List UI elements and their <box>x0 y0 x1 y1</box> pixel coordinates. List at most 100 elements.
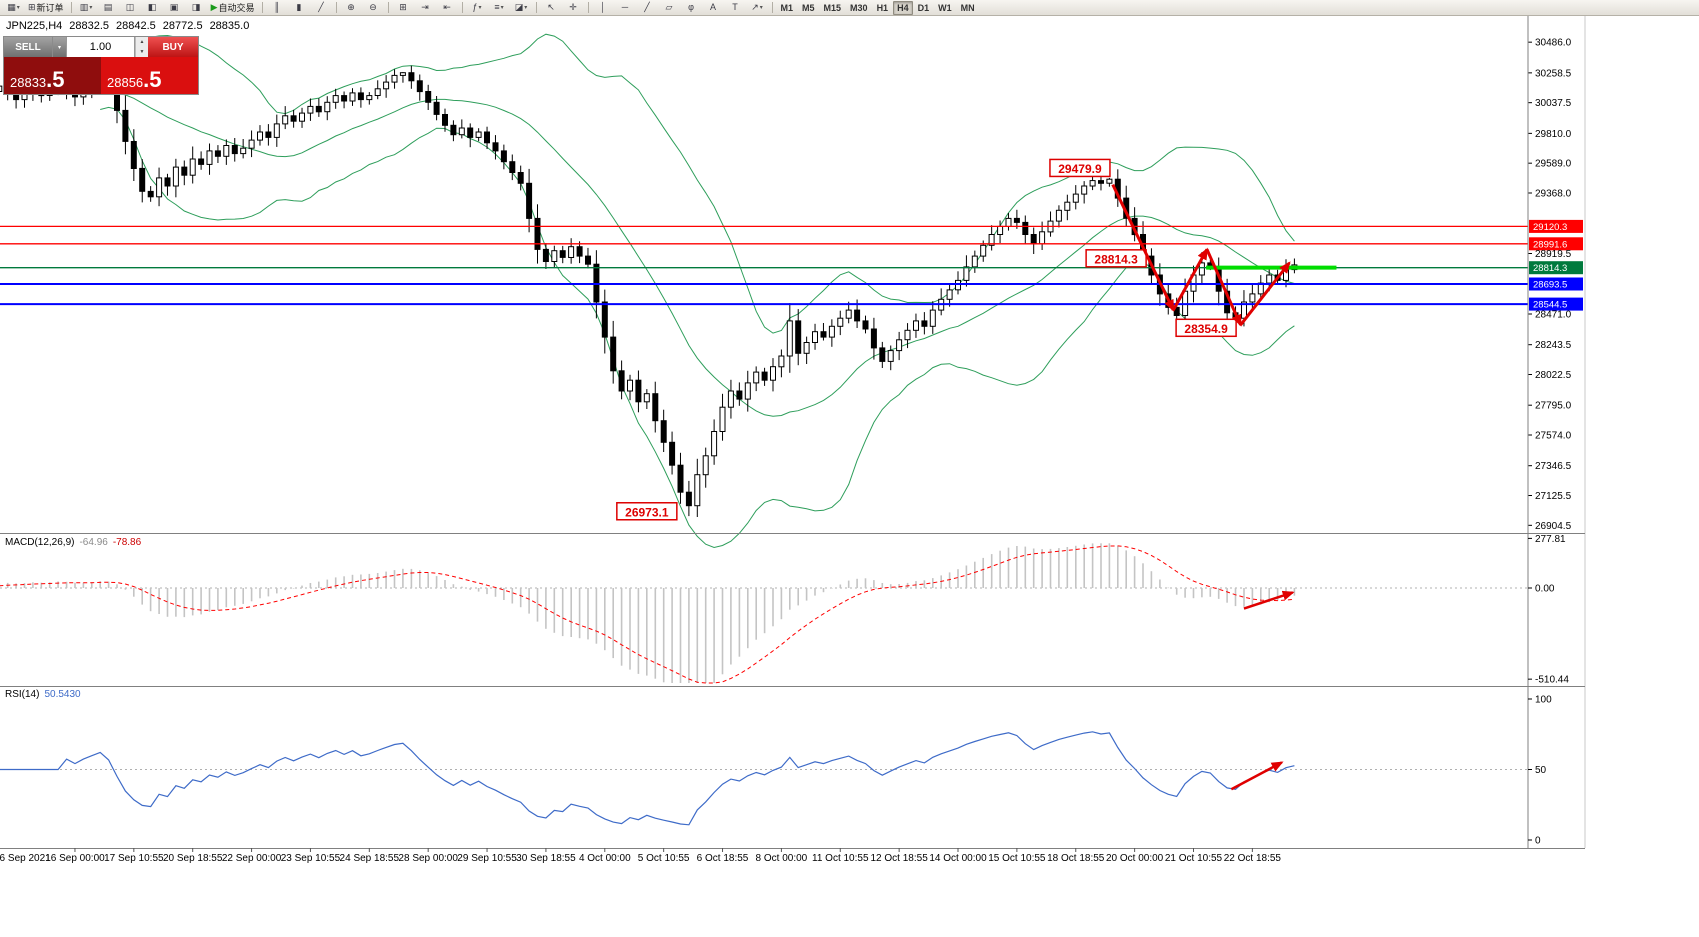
svg-text:6 Oct 18:55: 6 Oct 18:55 <box>697 853 749 864</box>
svg-text:29479.9: 29479.9 <box>1058 162 1102 176</box>
indicators-icon: ƒ <box>472 2 478 12</box>
indicators-button[interactable]: ƒ ▾ <box>467 0 488 15</box>
fibonacci-button[interactable]: φ <box>681 0 702 15</box>
svg-text:27346.5: 27346.5 <box>1535 461 1572 472</box>
toolbar-separator <box>70 2 72 13</box>
sell-button[interactable]: SELL <box>4 37 52 57</box>
svg-text:27125.5: 27125.5 <box>1535 491 1572 502</box>
navigator-button[interactable]: ◧ <box>142 0 163 15</box>
market-watch-icon: ▤ <box>103 2 113 12</box>
periods-button[interactable]: ≡ ▾ <box>489 0 510 15</box>
chart-ohlc-header: JPN225,H4 28832.5 28842.5 28772.5 28835.0 <box>6 20 256 32</box>
svg-text:-510.44: -510.44 <box>1535 675 1569 686</box>
buy-button[interactable]: BUY <box>148 37 198 57</box>
sell-dropdown-icon[interactable]: ▾ <box>52 37 66 57</box>
data-window-button[interactable]: ◫ <box>120 0 141 15</box>
chart-plot-area[interactable] <box>0 16 1528 848</box>
macd-histogram <box>0 543 1296 683</box>
auto-scroll-button[interactable]: ⇥ <box>415 0 436 15</box>
candlestick-chart-button[interactable]: ▮ <box>289 0 310 15</box>
profiles-icon: ▥ <box>79 2 89 12</box>
sell-price[interactable]: 28833 .5 <box>4 57 101 94</box>
cursor-button[interactable]: ↖ <box>541 0 562 15</box>
autotrading-icon: ▶ <box>210 2 218 12</box>
rsi-indicator-label: RSI(14) 50.5430 <box>5 689 81 700</box>
svg-text:29368.0: 29368.0 <box>1535 188 1572 199</box>
toolbar-separator <box>335 2 337 13</box>
new-chart-button[interactable]: ▦ ▾ <box>3 0 24 15</box>
tile-windows-icon: ⊞ <box>399 2 407 12</box>
price-axis-labels: 30486.0 30258.5 30037.5 29810.0 29589.0 29368… <box>1528 38 1572 532</box>
svg-text:14 Oct 00:00: 14 Oct 00:00 <box>929 853 987 864</box>
volume-up-icon[interactable]: ▲ <box>136 37 148 47</box>
trendline-button[interactable]: ╱ <box>637 0 658 15</box>
templates-button[interactable]: ◪ ▾ <box>511 0 532 15</box>
rsi-name: RSI(14) <box>5 689 40 700</box>
new-order-button[interactable]: ⊞ 新订单 <box>25 0 67 15</box>
svg-text:28814.3: 28814.3 <box>1533 263 1567 274</box>
svg-text:277.81: 277.81 <box>1535 534 1566 545</box>
svg-text:28919.5: 28919.5 <box>1535 249 1572 260</box>
zoom-in-button[interactable]: ⊕ <box>341 0 362 15</box>
chevron-down-icon: ▾ <box>524 5 528 11</box>
timeframe-m1[interactable]: M1 <box>780 2 794 13</box>
arrows-button[interactable]: ↗ ▾ <box>747 0 768 15</box>
zoom-out-button[interactable]: ⊖ <box>363 0 384 15</box>
trend-arrows[interactable] <box>1111 183 1295 791</box>
strategy-tester-button[interactable]: ◨ <box>186 0 207 15</box>
line-chart-icon: ╱ <box>318 2 324 12</box>
chevron-down-icon: ▾ <box>759 5 763 11</box>
chart-shift-button[interactable]: ⇤ <box>437 0 458 15</box>
svg-text:29589.0: 29589.0 <box>1535 159 1572 170</box>
timeframe-m15[interactable]: M15 <box>823 2 842 13</box>
volume-input[interactable] <box>67 37 134 57</box>
timeframe-h4[interactable]: H4 <box>893 0 913 15</box>
toolbar: ▦ ▾ ⊞ 新订单 ▥ ▾ ▤ ◫ ◧ ▣ ◨ ▶ 自动交易 ║ ▮ ╱ ⊕ ⊖ ⊞ ⇥ ⇤ ƒ ▾ ≡ ▾ ◪ ▾ ↖ ✛ │ ─ ╱ ▱ φ A… <box>0 0 1699 16</box>
svg-text:21 Oct 10:55: 21 Oct 10:55 <box>1165 853 1223 864</box>
vertical-line-icon: │ <box>600 2 606 12</box>
macd-arrow <box>1243 590 1295 610</box>
buy-price-main: 28856 <box>107 75 144 90</box>
crosshair-button[interactable]: ✛ <box>563 0 584 15</box>
timeframe-m30[interactable]: M30 <box>850 2 868 13</box>
timeframe-m5[interactable]: M5 <box>802 2 815 13</box>
tile-windows-button[interactable]: ⊞ <box>393 0 414 15</box>
sell-price-main: 28833 <box>10 75 47 90</box>
svg-text:18 Oct 18:55: 18 Oct 18:55 <box>1047 853 1105 864</box>
text-button[interactable]: A <box>703 0 724 15</box>
macd-indicator-label: MACD(12,26,9) -64.96 -78.86 <box>5 537 141 548</box>
label-button[interactable]: T <box>725 0 746 15</box>
macd-signal-value: -78.86 <box>112 537 142 548</box>
line-chart-button[interactable]: ╱ <box>311 0 332 15</box>
timeframe-d1[interactable]: D1 <box>917 2 930 13</box>
timeframe-w1[interactable]: W1 <box>938 2 952 13</box>
svg-text:28471.0: 28471.0 <box>1535 309 1572 320</box>
svg-text:29120.3: 29120.3 <box>1533 222 1567 233</box>
market-watch-button[interactable]: ▤ <box>98 0 119 15</box>
timeframe-mn[interactable]: MN <box>960 2 975 13</box>
channel-button[interactable]: ▱ <box>659 0 680 15</box>
autotrading-button[interactable]: ▶ 自动交易 <box>208 0 258 15</box>
navigator-icon: ◧ <box>147 2 157 12</box>
timeframe-h1[interactable]: H1 <box>876 2 889 13</box>
buy-price[interactable]: 28856 .5 <box>101 57 198 94</box>
terminal-icon: ▣ <box>169 2 179 12</box>
rsi-line <box>0 731 1295 826</box>
toolbar-separator <box>387 2 389 13</box>
rsi-value: 50.5430 <box>44 689 81 700</box>
volume-down-icon[interactable]: ▼ <box>136 47 148 57</box>
vertical-line-button[interactable]: │ <box>593 0 614 15</box>
price-annotations[interactable]: 29479.9 28814.3 28354.9 26973.1 <box>616 158 1237 521</box>
svg-text:28243.5: 28243.5 <box>1535 340 1572 351</box>
periods-icon: ≡ <box>494 2 500 12</box>
bar-chart-button[interactable]: ║ <box>267 0 288 15</box>
ohlc-high: 28842.5 <box>116 20 156 32</box>
horizontal-line-button[interactable]: ─ <box>615 0 636 15</box>
terminal-button[interactable]: ▣ <box>164 0 185 15</box>
svg-text:16 Sep 00:00: 16 Sep 00:00 <box>45 853 105 864</box>
svg-text:22 Sep 00:00: 22 Sep 00:00 <box>222 853 282 864</box>
new-chart-icon: ▦ <box>7 2 16 12</box>
svg-text:27795.0: 27795.0 <box>1535 401 1572 412</box>
macd-signal-line <box>0 545 1295 684</box>
profiles-button[interactable]: ▥ ▾ <box>76 0 97 15</box>
